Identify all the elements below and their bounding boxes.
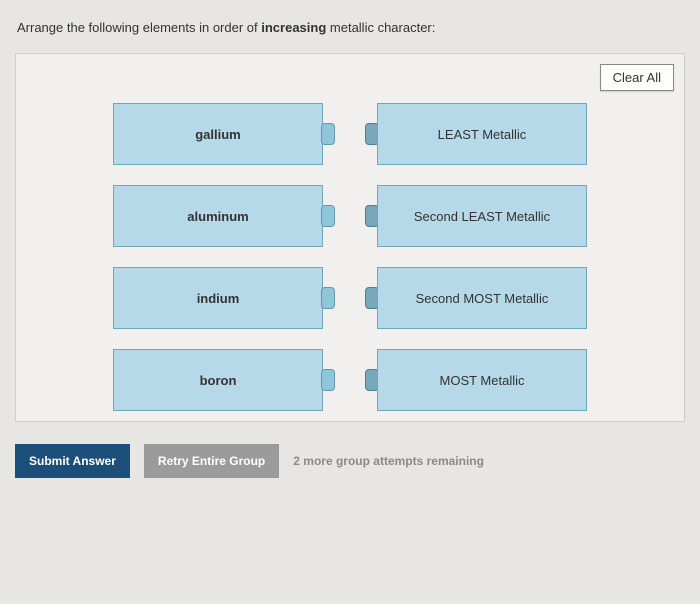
source-label: indium xyxy=(197,291,240,306)
source-card: aluminum xyxy=(113,185,323,247)
drag-handle-icon[interactable] xyxy=(321,369,335,391)
footer: Submit Answer Retry Entire Group 2 more … xyxy=(15,444,685,478)
source-label: boron xyxy=(200,373,237,388)
clear-all-button[interactable]: Clear All xyxy=(600,64,674,91)
source-item[interactable]: indium xyxy=(26,267,335,329)
submit-answer-button[interactable]: Submit Answer xyxy=(15,444,130,478)
source-column: gallium aluminum indium boron xyxy=(26,103,335,411)
target-column: LEAST Metallic Second LEAST Metallic Sec… xyxy=(365,103,674,411)
source-item[interactable]: aluminum xyxy=(26,185,335,247)
source-item[interactable]: gallium xyxy=(26,103,335,165)
target-label: Second LEAST Metallic xyxy=(414,209,550,224)
drag-handle-icon[interactable] xyxy=(321,287,335,309)
prompt-post: metallic character: xyxy=(326,20,435,35)
drag-drop-panel: Clear All gallium aluminum indium boron xyxy=(15,53,685,422)
target-slot[interactable]: LEAST Metallic xyxy=(365,103,674,165)
target-slot[interactable]: Second MOST Metallic xyxy=(365,267,674,329)
target-slot[interactable]: Second LEAST Metallic xyxy=(365,185,674,247)
prompt-pre: Arrange the following elements in order … xyxy=(17,20,261,35)
target-label: Second MOST Metallic xyxy=(416,291,549,306)
prompt-bold: increasing xyxy=(261,20,326,35)
target-card: MOST Metallic xyxy=(377,349,587,411)
target-card: Second LEAST Metallic xyxy=(377,185,587,247)
retry-group-button[interactable]: Retry Entire Group xyxy=(144,444,279,478)
question-prompt: Arrange the following elements in order … xyxy=(15,20,685,35)
drag-handle-icon[interactable] xyxy=(321,205,335,227)
attempts-remaining: 2 more group attempts remaining xyxy=(293,454,484,468)
target-label: LEAST Metallic xyxy=(438,127,527,142)
target-label: MOST Metallic xyxy=(440,373,525,388)
drag-handle-icon[interactable] xyxy=(321,123,335,145)
source-card: boron xyxy=(113,349,323,411)
source-card: indium xyxy=(113,267,323,329)
source-label: gallium xyxy=(195,127,241,142)
target-card: Second MOST Metallic xyxy=(377,267,587,329)
source-label: aluminum xyxy=(187,209,248,224)
source-card: gallium xyxy=(113,103,323,165)
target-slot[interactable]: MOST Metallic xyxy=(365,349,674,411)
target-card: LEAST Metallic xyxy=(377,103,587,165)
source-item[interactable]: boron xyxy=(26,349,335,411)
